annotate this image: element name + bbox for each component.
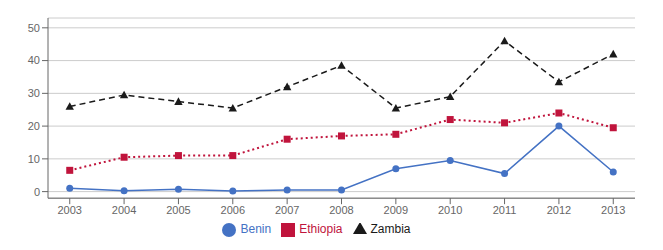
svg-text:2006: 2006 bbox=[221, 204, 245, 216]
svg-text:2010: 2010 bbox=[438, 204, 462, 216]
svg-text:2012: 2012 bbox=[547, 204, 571, 216]
svg-text:20: 20 bbox=[28, 120, 40, 132]
html-text:Zambia: Zambia bbox=[370, 222, 411, 237]
svg-text:2003: 2003 bbox=[57, 204, 81, 216]
svg-text:2008: 2008 bbox=[329, 204, 353, 216]
html-text:Benin: Benin bbox=[240, 222, 272, 237]
svg-text:2005: 2005 bbox=[166, 204, 190, 216]
svg-text:2009: 2009 bbox=[384, 204, 408, 216]
svg-text:30: 30 bbox=[28, 87, 40, 99]
svg-text:50: 50 bbox=[28, 22, 40, 34]
svg-text:2007: 2007 bbox=[275, 204, 299, 216]
svg-text:2013: 2013 bbox=[601, 204, 625, 216]
html-text:Ethiopia: Ethiopia bbox=[299, 222, 343, 237]
svg-text:2011: 2011 bbox=[493, 204, 517, 216]
svg-text:0: 0 bbox=[34, 186, 40, 198]
svg-text:2004: 2004 bbox=[112, 204, 136, 216]
svg-text:10: 10 bbox=[28, 153, 40, 165]
svg-text:40: 40 bbox=[28, 54, 40, 66]
